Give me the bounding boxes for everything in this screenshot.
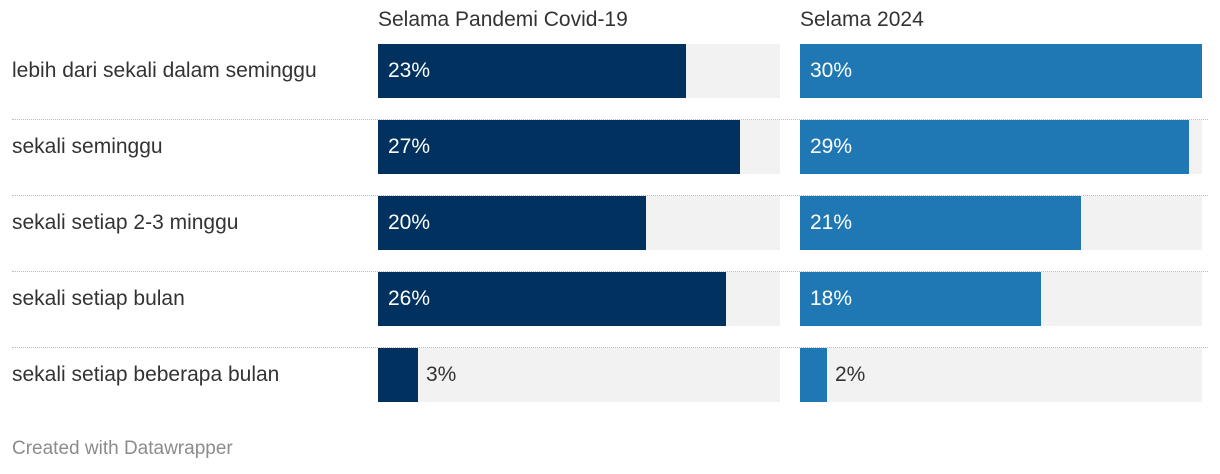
bar-selama-pandemi-covid-19-sekali-setiap-beberapa-bulan: [378, 348, 418, 402]
bar-track: 18%: [800, 272, 1202, 326]
category-label: sekali setiap bulan: [12, 287, 185, 310]
category-label: sekali setiap beberapa bulan: [12, 363, 280, 386]
category-label: lebih dari sekali dalam seminggu: [12, 59, 317, 82]
series-title-selama-2024: Selama 2024: [800, 8, 924, 31]
bar-track: 23%: [378, 44, 780, 98]
bar-selama-pandemi-covid-19-sekali-setiap-bulan: [378, 272, 726, 326]
bar-track: 20%: [378, 196, 780, 250]
datawrapper-credit: Created with Datawrapper: [12, 438, 233, 459]
chart-row-sekali-setiap-beberapa-bulan: sekali setiap beberapa bulan 3% 2%: [12, 348, 1208, 424]
value-label: 21%: [810, 211, 853, 234]
bar-selama-pandemi-covid-19-lebih-dari-sekali-dalam-seminggu: [378, 44, 686, 98]
series-title-selama-pandemi-covid-19: Selama Pandemi Covid-19: [378, 8, 628, 31]
bar-track: 2%: [800, 348, 1202, 402]
value-label: 18%: [810, 287, 853, 310]
value-label: 20%: [388, 211, 431, 234]
row-divider: [12, 347, 1208, 348]
bar-track: 3%: [378, 348, 780, 402]
value-label: 3%: [426, 363, 457, 386]
bar-selama-2024-sekali-setiap-2-3-minggu: [800, 196, 1081, 250]
chart-row-sekali-seminggu: sekali seminggu 27% 29%: [12, 120, 1208, 196]
chart-row-sekali-setiap-2-3-minggu: sekali setiap 2-3 minggu 20% 21%: [12, 196, 1208, 272]
value-label: 30%: [810, 59, 853, 82]
value-label: 27%: [388, 135, 431, 158]
bar-track: 30%: [800, 44, 1202, 98]
chart-row-sekali-setiap-bulan: sekali setiap bulan 26% 18%: [12, 272, 1208, 348]
bar-track: 21%: [800, 196, 1202, 250]
value-label: 23%: [388, 59, 431, 82]
category-label: sekali seminggu: [12, 135, 163, 158]
value-label: 29%: [810, 135, 853, 158]
bar-selama-pandemi-covid-19-sekali-seminggu: [378, 120, 740, 174]
value-label: 26%: [388, 287, 431, 310]
chart-row-lebih-dari-sekali-dalam-seminggu: lebih dari sekali dalam seminggu 23% 30%: [12, 44, 1208, 120]
row-divider: [12, 119, 1208, 120]
bar-selama-2024-lebih-dari-sekali-dalam-seminggu: [800, 44, 1202, 98]
row-divider: [12, 195, 1208, 196]
bar-track: 29%: [800, 120, 1202, 174]
bar-selama-2024-sekali-setiap-bulan: [800, 272, 1041, 326]
bar-selama-pandemi-covid-19-sekali-setiap-2-3-minggu: [378, 196, 646, 250]
bar-selama-2024-sekali-setiap-beberapa-bulan: [800, 348, 827, 402]
category-label: sekali setiap 2-3 minggu: [12, 211, 239, 234]
row-divider: [12, 271, 1208, 272]
bar-track: 27%: [378, 120, 780, 174]
bar-track: 26%: [378, 272, 780, 326]
value-label: 2%: [835, 363, 866, 386]
bar-selama-2024-sekali-seminggu: [800, 120, 1189, 174]
